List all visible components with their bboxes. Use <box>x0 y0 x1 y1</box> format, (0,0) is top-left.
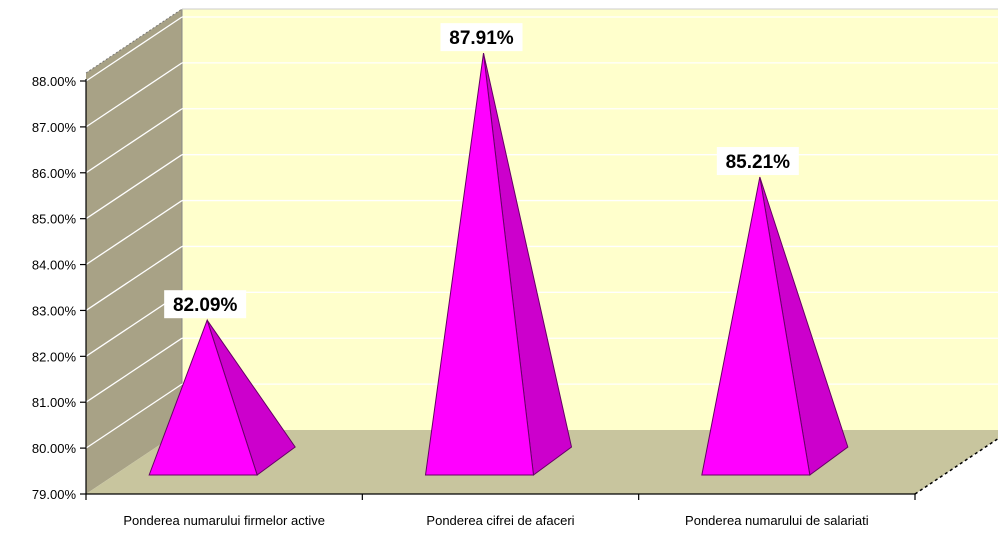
pyramid <box>424 53 573 476</box>
side-gridline <box>85 154 183 220</box>
data-label: 87.91% <box>449 28 514 49</box>
y-tick-label: 86.00% <box>32 166 77 181</box>
category-label: Ponderea numarului de salariati <box>685 513 869 528</box>
side-gridline <box>85 108 183 174</box>
data-label: 82.09% <box>173 295 238 316</box>
data-labels: 82.09% 87.91% 85.21% <box>164 23 799 319</box>
pyramid <box>701 176 849 476</box>
floor-right-edge <box>914 437 998 495</box>
pyramid-front-face <box>701 176 811 476</box>
side-gridline <box>85 62 183 128</box>
data-label-bg <box>440 23 523 52</box>
axes <box>85 79 915 495</box>
pyramid-front-face <box>424 53 535 476</box>
y-tick-label: 82.00% <box>32 349 77 364</box>
gridlines <box>85 16 998 449</box>
back-wall <box>182 9 998 430</box>
y-axis-ticks: 79.00% 80.00% 81.00% 82.00% 83.00% 84.00% 85.0… <box>32 74 86 502</box>
y-tick-label: 85.00% <box>32 212 77 227</box>
y-tick-label: 80.00% <box>32 441 77 456</box>
side-gridline <box>85 200 183 266</box>
data-label-bg <box>164 290 247 319</box>
pyramid-series <box>148 53 849 476</box>
pyramid <box>148 318 296 476</box>
y-tick-label: 83.00% <box>32 303 77 318</box>
y-tick-label: 81.00% <box>32 395 77 410</box>
side-gridline <box>85 337 183 403</box>
side-gridline <box>85 245 183 311</box>
x-axis-ticks <box>85 494 916 500</box>
pyramid-front-face <box>148 318 258 476</box>
category-label: Ponderea cifrei de afaceri <box>426 513 574 528</box>
y-tick-label: 79.00% <box>32 487 77 502</box>
side-wall <box>86 9 182 494</box>
side-gridline <box>85 16 183 82</box>
category-labels: Ponderea numarului firmelor active Ponder… <box>123 513 868 528</box>
y-tick-label: 84.00% <box>32 258 77 273</box>
side-gridline <box>85 383 183 449</box>
category-label: Ponderea numarului firmelor active <box>123 513 325 528</box>
y-tick-label: 88.00% <box>32 74 77 89</box>
y-tick-label: 87.00% <box>32 120 77 135</box>
data-label: 85.21% <box>726 152 791 173</box>
data-label-bg <box>716 147 799 176</box>
wall-top-edge <box>85 8 183 74</box>
